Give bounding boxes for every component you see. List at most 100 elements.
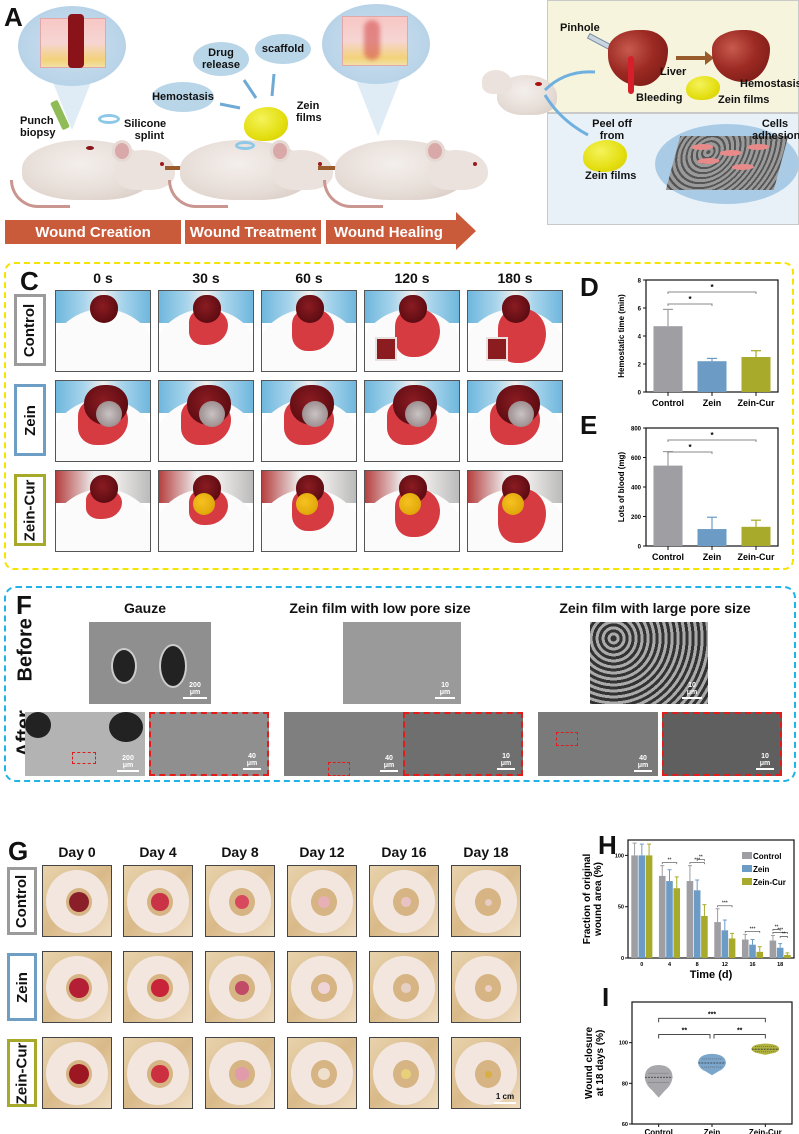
wound-photo-zein-day0 bbox=[42, 951, 112, 1023]
timepoint-header: 180 s bbox=[497, 270, 533, 286]
wound-photo-control-day8 bbox=[205, 865, 275, 937]
blue-curved-arrows-icon bbox=[543, 70, 596, 137]
hemostasis-photo-zein-120s bbox=[364, 380, 460, 462]
sem-gauze-before: 200 μm bbox=[89, 622, 211, 704]
skin-section-wound-bubble bbox=[18, 6, 126, 86]
legend-swatch-zein-cur bbox=[742, 878, 752, 885]
zein-films-label: Zein films bbox=[296, 100, 322, 125]
significance-label: ** bbox=[699, 855, 703, 861]
column-gauze: Gauze bbox=[123, 600, 166, 616]
step-wound-creation: Wound Creation bbox=[5, 220, 181, 244]
significance-label: *** bbox=[708, 1011, 716, 1018]
significance-label: *** bbox=[750, 926, 756, 932]
panel-letter-h: H bbox=[598, 830, 617, 860]
bar-zein-cur-day-0 bbox=[645, 855, 653, 958]
x-tick-label: Control bbox=[652, 398, 684, 408]
sem-gauze-after-zoom: 40 μm bbox=[149, 712, 269, 776]
column-large-pore: Zein film with large pore size bbox=[559, 600, 751, 616]
day-header: Day 8 bbox=[221, 844, 259, 860]
hemostasis-photo-zein-cur-180s bbox=[467, 470, 563, 552]
bar-control-day-0 bbox=[631, 855, 638, 958]
violin-zein bbox=[698, 1053, 726, 1076]
sem-gauze-after: 200 μm bbox=[25, 712, 145, 776]
significance-bracket bbox=[779, 936, 788, 938]
y-tick-label: 0 bbox=[638, 391, 642, 397]
bar-zein-cur bbox=[741, 526, 771, 546]
hemostatic-liver bbox=[712, 30, 770, 82]
bar-zein-cur-day-16 bbox=[756, 951, 764, 958]
x-tick-label: 0 bbox=[640, 962, 643, 968]
wound-photo-zein-day16 bbox=[369, 951, 439, 1023]
x-tick-label: 12 bbox=[722, 962, 728, 968]
scalebar-label: 40 μm bbox=[380, 755, 398, 772]
bar-control-day-18 bbox=[769, 940, 777, 958]
panel-letter-f: F bbox=[16, 590, 32, 620]
significance-label: * bbox=[688, 443, 692, 452]
sem-section-frame bbox=[4, 586, 796, 782]
hemostasis-bubble: Hemostasis bbox=[152, 82, 214, 112]
x-axis-label: Time (d) bbox=[690, 969, 733, 981]
y-tick-label: 0 bbox=[621, 956, 624, 962]
zein-film-icon bbox=[583, 140, 627, 172]
legend-swatch-control bbox=[742, 852, 752, 859]
hemostasis-photo-control-180s bbox=[467, 290, 563, 372]
bar-control-day-16 bbox=[741, 939, 749, 958]
day-header: Day 18 bbox=[463, 844, 509, 860]
row-label-text: Zein-Cur bbox=[13, 1042, 31, 1104]
significance-bracket bbox=[772, 929, 781, 931]
wound-photo-zein-day8 bbox=[205, 951, 275, 1023]
x-tick-label: Zein-Cur bbox=[738, 398, 775, 408]
y-tick-label: 100 bbox=[619, 1041, 628, 1047]
row-label-zein-cur: Zein-Cur bbox=[14, 474, 46, 546]
bar-zein-cur-day-18 bbox=[784, 954, 791, 958]
hemostasis-photo-zein-30s bbox=[158, 380, 254, 462]
x-tick-label: Control bbox=[652, 552, 684, 562]
wound-photo-zein-cur-day12 bbox=[287, 1037, 357, 1109]
sem-large-pore-after-zoom: 10 μm bbox=[662, 712, 782, 776]
chart-hemostatic-time: 0 2 4 6 8 Control Zein Zein-Cur * * Hemostatic tim… bbox=[617, 279, 779, 408]
sem-low-pore-after-zoom: 10 μm bbox=[403, 712, 523, 776]
drug-release-bubble: Drug release bbox=[193, 42, 249, 76]
day-header: Day 16 bbox=[381, 844, 427, 860]
significance-bracket bbox=[713, 1034, 766, 1039]
hemostasis-photo-zein-0s bbox=[55, 380, 151, 462]
bleeding-liver bbox=[608, 30, 668, 86]
y-axis-label: Wound closureat 18 days (%) bbox=[584, 1027, 606, 1099]
significance-label: ** bbox=[782, 931, 786, 937]
magnified-scaffold-bubble bbox=[655, 124, 799, 204]
x-tick-label: Zein bbox=[703, 552, 722, 562]
silicone-splint-label: Silicone splint bbox=[124, 118, 167, 143]
y-tick-label: 2 bbox=[638, 363, 642, 369]
y-axis-label: Lots of blood (mg) bbox=[617, 452, 626, 523]
scalebar-label: 10 μm bbox=[435, 682, 455, 699]
significance-bracket bbox=[658, 1017, 766, 1023]
bar-zein-day-0 bbox=[638, 855, 646, 958]
bar-control-day-12 bbox=[714, 922, 721, 958]
bleeding-label: Bleeding bbox=[636, 92, 683, 104]
bar-control bbox=[653, 465, 683, 546]
sem-low-pore-after: 40 μm bbox=[284, 712, 404, 776]
wound-photo-zein-day18 bbox=[451, 951, 521, 1023]
row-label-text: Control bbox=[21, 303, 39, 357]
legend-label: Zein-Cur bbox=[753, 878, 786, 887]
hemostasis-photo-zein-cur-120s bbox=[364, 470, 460, 552]
y-tick-label: 800 bbox=[631, 427, 642, 433]
row-label-text: Zein-Cur bbox=[21, 479, 39, 541]
bar-zein-cur bbox=[741, 357, 771, 392]
significance-bracket bbox=[772, 932, 788, 934]
bar-zein-cur-day-4 bbox=[673, 888, 681, 958]
x-tick-label: 16 bbox=[749, 962, 755, 968]
zein-films-label-top: Zein films bbox=[718, 94, 770, 106]
timepoint-header: 30 s bbox=[192, 270, 220, 286]
row-label-zein-cur: Zein-Cur bbox=[7, 1039, 37, 1107]
bar-zein-day-4 bbox=[666, 881, 673, 958]
hemostasis-section-frame bbox=[4, 262, 794, 570]
hemostasis-photo-control-120s bbox=[364, 290, 460, 372]
wound-photo-zein-cur-day18: 1 cm bbox=[451, 1037, 521, 1109]
legend-label: Zein bbox=[753, 865, 770, 874]
zein-film-icon bbox=[686, 76, 720, 100]
silicone-splint-icon bbox=[98, 114, 120, 124]
y-axis-label: Hemostatic time (min) bbox=[617, 294, 626, 378]
significance-label: ** bbox=[775, 924, 779, 930]
hemostasis-photo-zein-cur-0s bbox=[55, 470, 151, 552]
